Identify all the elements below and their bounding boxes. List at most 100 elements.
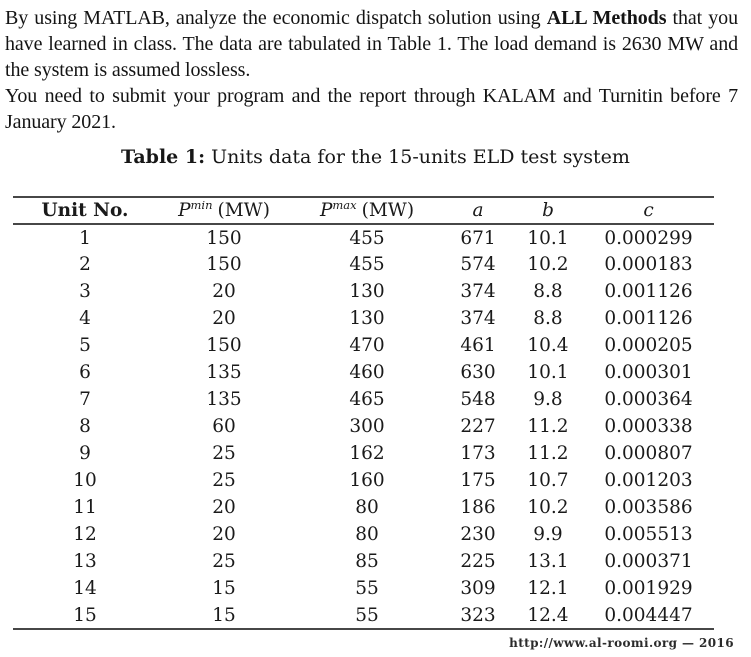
- table-cell: 15: [212, 604, 236, 626]
- table-cell: 175: [460, 470, 496, 491]
- table-cell: 230: [460, 524, 496, 545]
- col-header-c: c: [583, 197, 714, 224]
- table-body: 1 150 455 671 10.1 0.000299 2 150 455 57…: [13, 224, 714, 629]
- table-cell: 630: [460, 362, 496, 383]
- pmax-symbol: P: [319, 200, 333, 221]
- table-row: 15 15 55 323 12.4 0.004447: [13, 602, 714, 629]
- pmin-symbol: P: [178, 200, 191, 221]
- table-cell: 20: [212, 281, 236, 302]
- table-cell: 160: [349, 470, 385, 491]
- table-cell: 455: [349, 254, 385, 275]
- table-cell: 0.001126: [604, 281, 693, 302]
- table-cell: 11.2: [527, 416, 569, 437]
- table-cell: 130: [349, 281, 385, 302]
- table-cell: 0.000301: [604, 362, 693, 383]
- table-cell: 186: [460, 497, 496, 518]
- table-cell: 0.000183: [604, 254, 693, 275]
- table-row: 14 15 55 309 12.1 0.001929: [13, 575, 714, 602]
- table-cell: 15: [212, 578, 236, 599]
- table-cell: 135: [206, 362, 242, 383]
- table-cell: 671: [460, 227, 496, 249]
- table-cell: 25: [212, 551, 236, 572]
- table-cell: 548: [460, 389, 496, 410]
- table-caption-text: Units data for the 15-units ELD test sys…: [205, 146, 630, 168]
- table-cell: 7: [79, 389, 91, 410]
- table-cell: 6: [79, 362, 91, 383]
- table-cell: 0.000338: [604, 416, 693, 437]
- table-cell: 574: [460, 254, 496, 275]
- table-cell: 12.4: [527, 604, 569, 626]
- table-row: 1 150 455 671 10.1 0.000299: [13, 224, 714, 251]
- table-cell: 80: [355, 497, 379, 518]
- table-cell: 12.1: [527, 578, 569, 599]
- table-cell: 12: [73, 524, 97, 545]
- table-cell: 10.2: [527, 497, 569, 518]
- table-cell: 20: [212, 308, 236, 329]
- table-cell: 300: [349, 416, 385, 437]
- table-cell: 4: [79, 308, 91, 329]
- intro-paragraph-2: You need to submit your program and the …: [5, 85, 738, 133]
- table-cell: 0.000299: [604, 227, 693, 249]
- table-cell: 0.003586: [604, 497, 693, 518]
- table-cell: 374: [460, 308, 496, 329]
- intro-p1-after: that you have learned in class. The data…: [5, 7, 738, 81]
- table-cell: 9: [79, 443, 91, 464]
- table-header-row: Unit No. Pmin (MW) Pmax (MW) a b c: [13, 197, 714, 224]
- table-row: 4 20 130 374 8.8 0.001126: [13, 305, 714, 332]
- table-cell: 374: [460, 281, 496, 302]
- col-header-unit-no-label: Unit No.: [41, 200, 129, 221]
- table-cell: 9.8: [533, 389, 563, 410]
- col-header-c-label: c: [643, 200, 654, 221]
- table-cell: 0.000364: [604, 389, 693, 410]
- table-cell: 0.000205: [604, 335, 693, 356]
- table-cell: 10.1: [527, 227, 569, 249]
- table-cell: 162: [349, 443, 385, 464]
- table-row: 2 150 455 574 10.2 0.000183: [13, 251, 714, 278]
- table-cell: 0.001203: [604, 470, 693, 491]
- table-cell: 8.8: [533, 308, 563, 329]
- table-cell: 10.4: [527, 335, 569, 356]
- source-credit: http://www.al-roomi.org — 2016: [509, 636, 734, 650]
- table-row: 13 25 85 225 13.1 0.000371: [13, 548, 714, 575]
- table-cell: 8: [79, 416, 91, 437]
- table-cell: 2: [79, 254, 91, 275]
- table-cell: 130: [349, 308, 385, 329]
- table-cell: 150: [206, 227, 242, 249]
- table-cell: 3: [79, 281, 91, 302]
- col-header-b: b: [513, 197, 583, 224]
- table-cell: 0.001929: [604, 578, 693, 599]
- table-cell: 309: [460, 578, 496, 599]
- table-cell: 5: [79, 335, 91, 356]
- table-cell: 0.004447: [604, 604, 693, 626]
- table-row: 9 25 162 173 11.2 0.000807: [13, 440, 714, 467]
- table-cell: 0.001126: [604, 308, 693, 329]
- table-cell: 9.9: [533, 524, 563, 545]
- table-cell: 470: [349, 335, 385, 356]
- table-cell: 55: [355, 604, 379, 626]
- table-cell: 85: [355, 551, 379, 572]
- table-caption-label: Table 1:: [121, 146, 206, 168]
- col-header-pmin: Pmin (MW): [157, 197, 291, 224]
- col-header-pmax: Pmax (MW): [291, 197, 443, 224]
- table-row: 12 20 80 230 9.9 0.005513: [13, 521, 714, 548]
- table-cell: 13.1: [527, 551, 569, 572]
- table-row: 11 20 80 186 10.2 0.003586: [13, 494, 714, 521]
- table-cell: 465: [349, 389, 385, 410]
- table-cell: 13: [73, 551, 97, 572]
- table-row: 5 150 470 461 10.4 0.000205: [13, 332, 714, 359]
- table-cell: 323: [460, 604, 496, 626]
- intro-p1-bold: ALL Methods: [546, 7, 667, 29]
- units-table-container: Unit No. Pmin (MW) Pmax (MW) a b c 1 150 4…: [13, 196, 714, 630]
- table-row: 3 20 130 374 8.8 0.001126: [13, 278, 714, 305]
- table-row: 7 135 465 548 9.8 0.000364: [13, 386, 714, 413]
- table-cell: 135: [206, 389, 242, 410]
- table-cell: 10: [73, 470, 97, 491]
- table-cell: 25: [212, 443, 236, 464]
- col-header-unit-no: Unit No.: [13, 197, 157, 224]
- table-cell: 225: [460, 551, 496, 572]
- table-cell: 11: [73, 497, 97, 518]
- table-cell: 461: [460, 335, 496, 356]
- units-table: Unit No. Pmin (MW) Pmax (MW) a b c 1 150 4…: [13, 196, 714, 630]
- table-cell: 150: [206, 254, 242, 275]
